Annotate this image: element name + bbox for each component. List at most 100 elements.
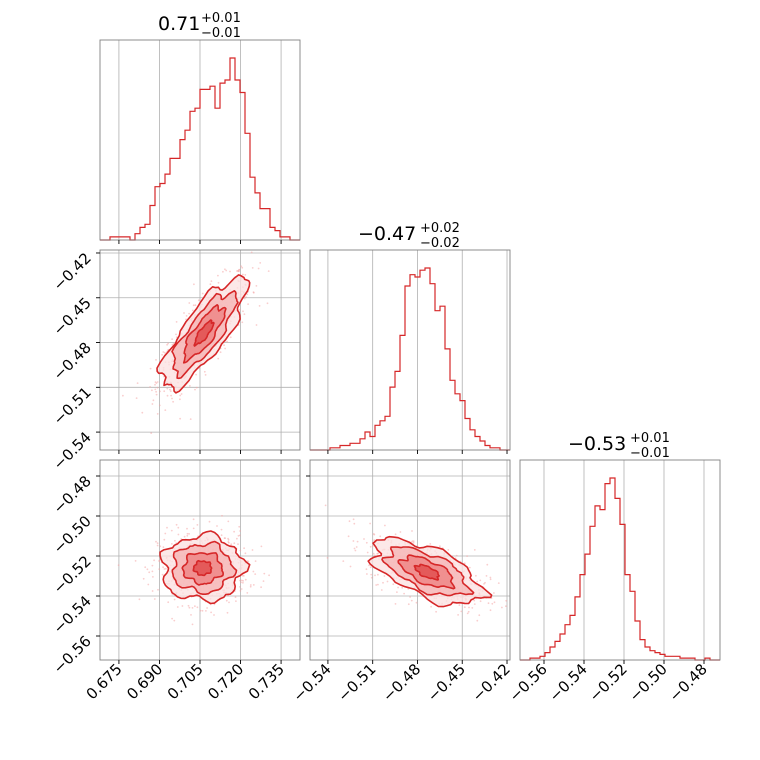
scatter-point: [254, 573, 257, 575]
title-value-1: −0.47: [358, 223, 416, 245]
scatter-point: [458, 604, 461, 606]
scatter-point: [242, 310, 244, 313]
scatter-point: [244, 578, 247, 581]
x-tick-label: 0.675: [83, 660, 126, 703]
scatter-point: [154, 388, 157, 391]
x-tick-label: 0.720: [204, 660, 247, 703]
y-tick-label: −0.45: [50, 294, 95, 339]
scatter-point: [447, 549, 450, 551]
scatter-point: [155, 393, 158, 396]
scatter-point: [493, 592, 495, 594]
title-param-0: 0.71 +0.01 −0.01: [158, 11, 241, 41]
scatter-point: [243, 547, 246, 550]
scatter-point: [397, 586, 399, 589]
scatter-point: [179, 398, 181, 401]
scatter-point: [163, 538, 166, 541]
scatter-point: [369, 566, 372, 569]
scatter-point: [372, 552, 375, 555]
scatter-point: [354, 549, 357, 552]
scatter-point: [154, 383, 156, 386]
scatter-point: [491, 602, 494, 605]
scatter-point: [209, 283, 212, 286]
scatter-point: [489, 576, 492, 579]
scatter-point: [180, 393, 183, 395]
scatter-point: [479, 600, 482, 603]
scatter-point: [380, 589, 383, 591]
scatter-point: [188, 606, 191, 609]
contour-level: [192, 559, 213, 577]
scatter-point: [157, 588, 159, 591]
scatter-point: [262, 580, 265, 582]
scatter-point: [134, 560, 137, 562]
scatter-point: [158, 404, 161, 407]
scatter-point: [141, 411, 144, 414]
scatter-point: [365, 568, 368, 571]
scatter-point: [260, 586, 262, 589]
scatter-point: [240, 265, 243, 268]
scatter-point: [195, 373, 198, 376]
scatter-point: [213, 614, 215, 616]
scatter-point: [210, 611, 213, 614]
scatter-point: [149, 386, 152, 388]
scatter-point: [194, 388, 196, 391]
scatter-point: [429, 543, 432, 545]
scatter-point: [204, 374, 207, 376]
scatter-point: [255, 324, 258, 326]
scatter-point: [240, 588, 243, 590]
scatter-point: [156, 386, 159, 389]
scatter-point: [185, 315, 188, 317]
y-tick-label: −0.51: [50, 383, 95, 428]
x-tick-label: −0.54: [289, 660, 334, 705]
scatter-point: [252, 584, 255, 586]
scatter-point: [166, 387, 169, 390]
scatter-point: [147, 583, 150, 586]
scatter-point: [151, 590, 154, 592]
scatter-point: [348, 520, 351, 523]
scatter-point: [267, 270, 270, 272]
scatter-point: [191, 309, 194, 312]
scatter-point: [489, 578, 492, 581]
y-tick-label: −0.48: [50, 472, 95, 517]
x-tick-label: −0.45: [424, 660, 469, 705]
scatter-point: [163, 351, 166, 354]
scatter-point: [193, 283, 195, 286]
scatter-point: [169, 388, 171, 391]
scatter-point: [226, 611, 229, 614]
scatter-point: [188, 312, 191, 315]
x-tick-label: −0.52: [586, 660, 631, 705]
scatter-point: [222, 270, 224, 273]
scatter-point: [175, 333, 177, 336]
scatter-point: [165, 567, 167, 570]
title-minus-1: −0.02: [420, 236, 460, 251]
scatter-point: [196, 524, 199, 526]
y-tick-label: −0.42: [50, 249, 95, 294]
scatter-point: [243, 313, 246, 316]
scatter-point: [246, 592, 249, 594]
scatter-point: [188, 533, 191, 535]
scatter-point: [159, 545, 162, 548]
scatter-point: [245, 296, 247, 298]
scatter-point: [505, 599, 508, 602]
scatter-point: [221, 514, 223, 517]
scatter-point: [258, 305, 261, 307]
scatter-point: [239, 549, 242, 552]
scatter-point: [238, 525, 241, 528]
scatter-point: [455, 554, 458, 557]
scatter-point: [479, 579, 482, 582]
scatter-point: [251, 267, 254, 269]
scatter-point: [164, 409, 167, 411]
scatter-point: [176, 606, 179, 608]
scatter-point: [195, 386, 198, 389]
scatter-point: [167, 342, 170, 345]
scatter-point: [238, 270, 240, 273]
scatter-point: [342, 560, 345, 562]
scatter-point: [247, 303, 250, 305]
y-tick-label: −0.56: [50, 632, 95, 677]
title-minus-2: −0.01: [630, 446, 670, 461]
x-tick-label: −0.54: [546, 660, 591, 705]
scatter-point: [401, 586, 404, 589]
scatter-point: [239, 586, 241, 588]
contour-level: [413, 563, 440, 581]
scatter-point: [171, 338, 174, 340]
